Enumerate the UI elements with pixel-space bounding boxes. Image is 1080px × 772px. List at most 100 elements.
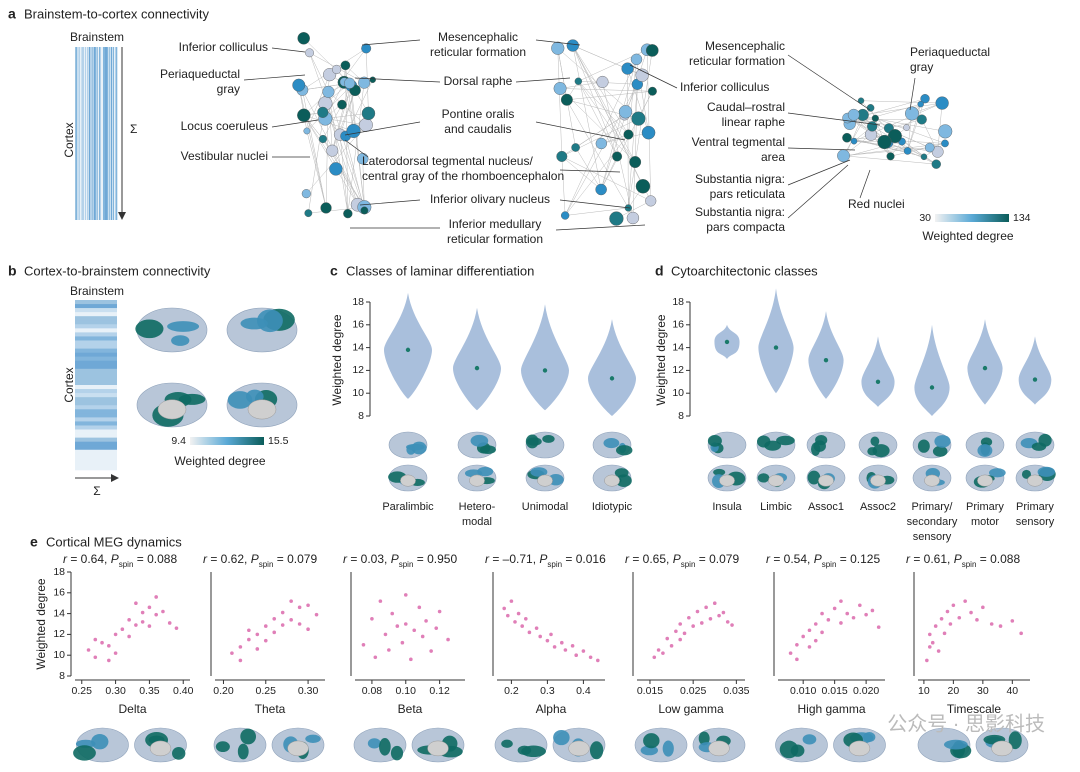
- label-line: Primary: [966, 501, 1004, 513]
- annotation-part: P: [391, 552, 399, 566]
- network-edge: [600, 59, 637, 190]
- point: [140, 620, 145, 624]
- structure-label: Red nuclei: [848, 197, 905, 211]
- leader-line: [859, 169, 871, 199]
- network-node: [317, 106, 329, 118]
- network-node: [641, 125, 656, 140]
- leader-line: [559, 169, 621, 173]
- point: [700, 621, 704, 625]
- point: [502, 606, 507, 611]
- network-node: [574, 77, 583, 85]
- heatmap-cell: [75, 368, 117, 374]
- network-node: [941, 139, 949, 148]
- network-edge: [907, 98, 926, 151]
- heatmap-row-label: Brainstem: [70, 284, 124, 298]
- leader-line: [787, 54, 871, 111]
- annotation-part: P: [251, 552, 259, 566]
- brain-medial: [848, 740, 871, 757]
- heatmap-cell: [75, 316, 117, 321]
- brain-patch: [367, 738, 381, 749]
- network-node: [297, 108, 311, 123]
- heatmap-cell: [75, 348, 117, 353]
- point: [429, 649, 433, 653]
- network-node: [318, 134, 327, 144]
- point: [927, 632, 932, 637]
- median-dot: [773, 345, 779, 350]
- brain-medial: [287, 740, 309, 757]
- point: [403, 593, 408, 597]
- network-edge: [557, 48, 563, 157]
- label-line: pars reticulata: [710, 187, 786, 201]
- network-edge: [332, 90, 356, 151]
- network-edge: [628, 84, 638, 208]
- point: [167, 621, 172, 625]
- network-edge: [575, 115, 625, 148]
- y-tick-label: 12: [53, 628, 65, 640]
- annotation: r = 0.62, Pspin = 0.079: [203, 552, 317, 568]
- y-tick-label: 18: [352, 296, 364, 308]
- point: [174, 626, 179, 630]
- x-tick-label: Limbic: [760, 501, 792, 513]
- brain-patch: [530, 467, 548, 477]
- point: [263, 638, 268, 643]
- point: [154, 612, 158, 617]
- point: [378, 599, 383, 603]
- panel-title: Cytoarchitectonic classes: [671, 263, 818, 278]
- panel-title: Cortex-to-brainstem connectivity: [24, 263, 211, 278]
- brain-patch: [477, 466, 494, 477]
- point: [247, 628, 251, 633]
- point: [509, 599, 514, 603]
- heatmap-cell: [97, 47, 99, 220]
- brain-patch: [1021, 469, 1032, 479]
- brain-patch: [603, 438, 620, 449]
- point: [563, 648, 568, 652]
- heatmap-col-label: Cortex: [62, 367, 76, 402]
- arrow-head: [111, 474, 119, 482]
- network-node: [924, 142, 935, 153]
- brain-patch: [870, 436, 880, 447]
- leader-line: [354, 77, 441, 83]
- network-node: [560, 211, 570, 220]
- heatmap-cell: [112, 47, 114, 220]
- structure-label: Substantia nigra: pars compacta: [695, 205, 785, 234]
- point: [661, 651, 665, 655]
- point: [409, 657, 413, 662]
- heatmap-cell: [75, 380, 117, 386]
- x-tick-label: Unimodal: [522, 501, 568, 513]
- annotation: r = 0.64, Pspin = 0.088: [63, 552, 177, 568]
- x-tick-label: 0.30: [105, 685, 126, 697]
- x-tick-label: 0.010: [790, 685, 816, 697]
- brain-patch: [73, 745, 96, 761]
- label-line: Pontine oralis: [442, 107, 515, 121]
- brain-patch: [662, 740, 674, 757]
- label-line: gray: [217, 82, 240, 96]
- heatmap-cell: [110, 47, 112, 220]
- point: [306, 603, 310, 608]
- point: [712, 601, 717, 605]
- brain-medial: [568, 740, 590, 757]
- heatmap-cell: [75, 356, 117, 362]
- network-node: [361, 106, 376, 121]
- point: [387, 648, 391, 652]
- point: [588, 655, 593, 660]
- network-node: [917, 100, 924, 108]
- heatmap-cell: [114, 47, 116, 220]
- brain-medial: [149, 740, 172, 757]
- network-node: [867, 121, 878, 132]
- network-edge: [600, 156, 618, 190]
- y-axis-label: Weighted degree: [330, 314, 344, 406]
- x-axis-label: Timescale: [947, 702, 1002, 716]
- point: [942, 631, 947, 636]
- watermark: 公众号 · 思影科技: [887, 712, 1045, 735]
- annotation-part: = 0.125: [836, 552, 880, 566]
- network-node: [297, 32, 310, 45]
- violin: [384, 292, 432, 399]
- network-node: [553, 82, 567, 95]
- point: [963, 599, 967, 603]
- network-edge: [566, 91, 653, 101]
- point: [424, 619, 428, 623]
- point: [297, 605, 302, 610]
- y-tick-label: 12: [352, 364, 364, 376]
- x-tick-label: 0.2: [504, 685, 519, 697]
- point: [717, 613, 721, 618]
